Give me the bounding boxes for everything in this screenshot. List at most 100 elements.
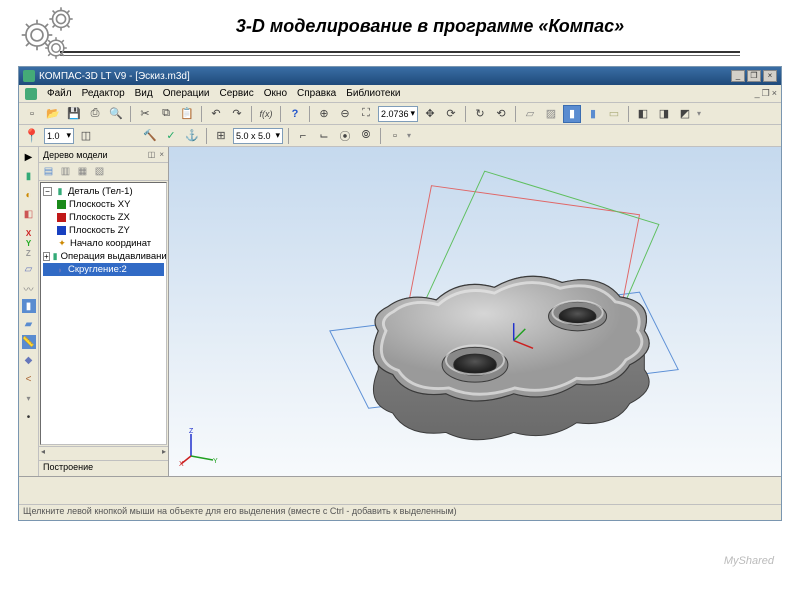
tree-fillet[interactable]: ◗ Скругление:2 [43,263,164,276]
menu-window[interactable]: Окно [264,88,287,99]
minimize-button[interactable]: _ [731,70,745,82]
tree-close-icon[interactable]: × [159,150,164,159]
tree-extrude[interactable]: + ▮ Операция выдавливания:1 [43,250,164,263]
undo-icon[interactable]: ↶ [207,105,225,123]
save-icon[interactable]: 💾 [65,105,83,123]
tree-hscroll[interactable]: ◂▸ [39,446,168,460]
menu-libraries[interactable]: Библиотеки [346,88,400,99]
shaded-edges-icon[interactable]: ▮ [584,105,602,123]
stop-icon[interactable]: 📍 [23,127,41,145]
expand-icon[interactable]: + [43,252,50,261]
tree-btn-a[interactable]: ▤ [41,164,56,179]
tree-pin-icon[interactable]: ◫ [148,150,156,159]
layer-icon[interactable]: ◫ [77,127,95,145]
close-button[interactable]: × [763,70,777,82]
revolve-icon[interactable]: ◐ [21,187,37,203]
tree-plane-zy[interactable]: Плоскость ZY [43,224,164,237]
grid-field[interactable]: 5.0 x 5.0▾ [233,128,283,144]
doc-minimize[interactable]: _ [755,88,760,99]
rebuild-icon[interactable]: 🔨 [141,127,159,145]
doc-close[interactable]: × [772,88,777,99]
tree-btn-c[interactable]: ▦ [75,164,90,179]
tool-y-icon[interactable]: < [21,371,37,387]
pan-icon[interactable]: ✥ [421,105,439,123]
tree-body[interactable]: − ▮ Деталь (Тел-1) Плоскость XY Плоскост… [40,182,167,445]
preview-icon[interactable]: 🔍 [107,105,125,123]
rotate-icon[interactable]: ⟳ [442,105,460,123]
more-icon[interactable]: ▫ [386,127,404,145]
app-small-icon [25,88,37,100]
linewidth-field[interactable]: 1.0▾ [44,128,74,144]
fx-icon[interactable]: f(x) [257,105,275,123]
curve-tool-icon[interactable]: 〰 [21,280,37,296]
wireframe-icon[interactable]: ▱ [521,105,539,123]
maximize-button[interactable]: ❐ [747,70,761,82]
paste-icon[interactable]: 📋 [178,105,196,123]
cut-tool-icon[interactable]: ◧ [21,206,37,222]
tree-btn-d[interactable]: ▧ [92,164,107,179]
snap-d-icon[interactable]: ⦾ [357,127,375,145]
surf-a-icon[interactable]: ▮ [22,299,36,313]
tool-x-icon[interactable]: ◆ [21,352,37,368]
menu-file[interactable]: Файл [47,88,72,99]
menu-view[interactable]: Вид [135,88,153,99]
surf-b-icon[interactable]: ▰ [21,316,37,332]
print-icon[interactable]: ⎙ [86,105,104,123]
tree-plane-zx[interactable]: Плоскость ZX [43,211,164,224]
redo-icon[interactable]: ↷ [228,105,246,123]
tool-z-icon[interactable]: ▾ [21,390,37,406]
tool-a-icon[interactable]: ◧ [634,105,652,123]
tree-tab-build[interactable]: Построение [39,460,168,476]
hidden-icon[interactable]: ▨ [542,105,560,123]
measure-icon[interactable]: 📏 [22,335,36,349]
tree-btn-b[interactable]: ▥ [58,164,73,179]
axis-triad: Z Y X [179,426,219,466]
fillet-op-icon: ◗ [55,265,65,275]
refresh-icon[interactable]: ⟲ [492,105,510,123]
3d-part [169,147,781,476]
status-hint: Щелкните левой кнопкой мыши на объекте д… [23,506,457,519]
zoom-in-icon[interactable]: ⊕ [315,105,333,123]
extrude-icon[interactable]: ▮ [21,168,37,184]
cut-icon[interactable]: ✂ [136,105,154,123]
zoom-out-icon[interactable]: ⊖ [336,105,354,123]
snap-b-icon[interactable]: ⌙ [315,127,333,145]
anchor-icon[interactable]: ⚓ [183,127,201,145]
select-icon[interactable]: ▶ [21,149,37,165]
sketch-icon[interactable]: ✓ [162,127,180,145]
left-tool-strip: ▶ ▮ ◐ ◧ XYZ ▱ 〰 ▮ ▰ 📏 ◆ < ▾ • [19,147,39,476]
bullet-icon[interactable]: • [21,409,37,425]
tree-root[interactable]: − ▮ Деталь (Тел-1) [43,185,164,198]
zoom-field[interactable]: 2.0736▾ [378,106,418,122]
menu-help[interactable]: Справка [297,88,336,99]
3d-viewport[interactable]: Z Y X [169,147,781,476]
grid-icon[interactable]: ⊞ [212,127,230,145]
model-tree-panel: Дерево модели ◫ × ▤ ▥ ▦ ▧ − ▮ Деталь (Те… [39,147,169,476]
svg-text:Y: Y [213,458,218,465]
app-icon [23,70,35,82]
menu-bar: Файл Редактор Вид Операции Сервис Окно С… [19,85,781,103]
tool-c-icon[interactable]: ◩ [676,105,694,123]
collapse-icon[interactable]: − [43,187,52,196]
open-icon[interactable]: 📂 [44,105,62,123]
help-icon[interactable]: ? [286,105,304,123]
menu-operations[interactable]: Операции [163,88,210,99]
doc-restore[interactable]: ❐ [762,88,770,99]
plane-tool-icon[interactable]: ▱ [21,261,37,277]
snap-c-icon[interactable]: ⦿ [336,127,354,145]
snap-a-icon[interactable]: ⌐ [294,127,312,145]
tree-toolbar: ▤ ▥ ▦ ▧ [39,163,168,181]
perspective-icon[interactable]: ▭ [605,105,623,123]
menu-service[interactable]: Сервис [220,88,254,99]
watermark: MyShared [724,555,774,567]
copy-icon[interactable]: ⧉ [157,105,175,123]
zoom-fit-icon[interactable]: ⛶ [357,105,375,123]
shaded-icon[interactable]: ▮ [563,105,581,123]
divider-thin [60,55,740,56]
tree-origin[interactable]: ✦ Начало координат [43,237,164,250]
menu-edit[interactable]: Редактор [82,88,125,99]
tree-plane-xy[interactable]: Плоскость XY [43,198,164,211]
new-icon[interactable]: ▫ [23,105,41,123]
orbit-icon[interactable]: ↻ [471,105,489,123]
tool-b-icon[interactable]: ◨ [655,105,673,123]
